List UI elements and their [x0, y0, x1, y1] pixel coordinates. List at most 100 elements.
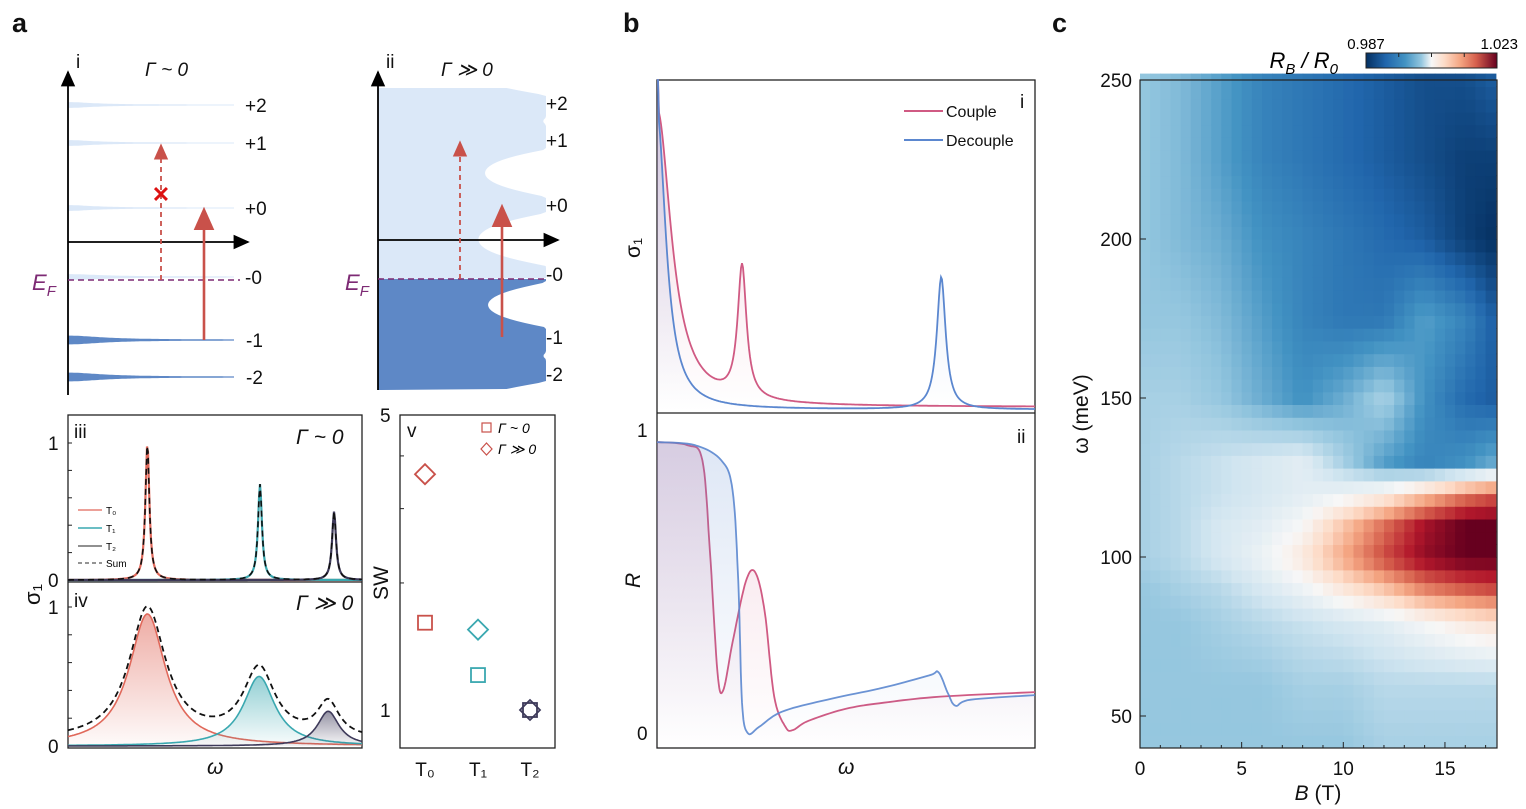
heatmap-cell [1231, 633, 1243, 647]
heatmap-cell [1434, 99, 1446, 113]
panel-label: i [76, 52, 80, 73]
empty-states-area [378, 88, 546, 279]
heatmap-cell [1414, 315, 1426, 329]
heatmap-cell [1272, 506, 1283, 520]
heatmap-cell [1414, 188, 1426, 202]
heatmap-cell [1434, 442, 1446, 456]
heatmap-cell [1312, 86, 1324, 100]
heatmap-cell [1282, 493, 1294, 507]
heatmap-cell [1333, 175, 1344, 189]
heatmap-cell [1150, 582, 1161, 596]
heatmap-cell [1343, 595, 1355, 609]
heatmap-cell [1445, 442, 1456, 456]
heatmap-cell [1201, 417, 1212, 431]
heatmap-cell [1414, 99, 1426, 113]
heatmap-cell [1475, 493, 1487, 507]
heatmap-cell [1150, 429, 1161, 444]
heatmap-cell [1272, 722, 1283, 736]
heatmap-cell [1272, 671, 1283, 685]
heatmap-cell [1384, 658, 1395, 673]
x-tick: T₂ [521, 760, 540, 781]
heatmap-cell [1475, 633, 1487, 647]
heatmap-cell [1373, 111, 1385, 126]
heatmap-cell [1384, 557, 1395, 571]
heatmap-cell [1414, 595, 1426, 609]
heatmap-cell [1180, 302, 1192, 316]
heatmap-cell [1211, 366, 1222, 380]
heatmap-cell [1251, 493, 1263, 507]
heatmap-cell [1465, 518, 1477, 533]
heatmap-cell [1211, 378, 1222, 393]
heatmap-cell [1343, 213, 1355, 227]
heatmap-cell [1180, 429, 1192, 444]
heatmap-cell [1262, 213, 1273, 227]
heatmap-cell [1333, 111, 1344, 126]
heatmap-cell [1323, 468, 1334, 482]
heatmap-cell [1343, 378, 1355, 393]
heatmap-cell [1140, 671, 1151, 685]
heatmap-cell [1231, 264, 1243, 278]
heatmap-cell [1302, 646, 1314, 660]
heatmap-cell [1302, 455, 1314, 469]
heatmap-cell [1211, 391, 1222, 405]
heatmap-cell [1394, 111, 1405, 126]
heatmap-cell [1455, 391, 1466, 405]
level-label: +1 [546, 131, 568, 152]
heatmap-cell [1160, 251, 1172, 266]
heatmap-cell [1180, 86, 1192, 100]
heatmap-cell [1201, 340, 1212, 355]
heatmap-cell [1373, 684, 1385, 698]
heatmap-cell [1353, 468, 1365, 482]
heatmap-cell [1251, 99, 1263, 113]
heatmap-cell [1353, 417, 1365, 431]
heatmap-cell [1434, 582, 1446, 596]
heatmap-cell [1343, 735, 1355, 749]
heatmap-cell [1241, 315, 1253, 329]
heatmap-cell [1414, 277, 1426, 291]
colorbar-max: 1.023 [1480, 36, 1518, 53]
heatmap-cell [1302, 175, 1314, 189]
heatmap-cell [1201, 264, 1212, 278]
heatmap-cell [1333, 544, 1344, 558]
heatmap-cell [1241, 366, 1253, 380]
heatmap-cell [1201, 544, 1212, 558]
heatmap-cell [1272, 480, 1283, 495]
heatmap-cell [1190, 658, 1202, 673]
heatmap-cell [1170, 455, 1182, 469]
heatmap-cell [1262, 340, 1273, 355]
heatmap-cell [1221, 200, 1233, 215]
heatmap-cell [1404, 722, 1416, 736]
heatmap-cell [1231, 175, 1243, 189]
heatmap-cell [1485, 557, 1497, 571]
heatmap-cell [1190, 531, 1202, 545]
heatmap-cell [1312, 531, 1324, 545]
legend-label: T₀ [106, 506, 116, 517]
heatmap-cell [1211, 315, 1222, 329]
heatmap-cell [1272, 188, 1283, 202]
heatmap-cell [1170, 353, 1182, 367]
heatmap-cell [1485, 468, 1497, 482]
heatmap-cell [1282, 366, 1294, 380]
heatmap-cell [1485, 404, 1497, 418]
heatmap-cell [1262, 658, 1273, 673]
heatmap-cell [1384, 239, 1395, 253]
heatmap-cell [1140, 150, 1151, 164]
heatmap-cell [1180, 468, 1192, 482]
heatmap-cell [1323, 251, 1334, 266]
heatmap-cell [1414, 468, 1426, 482]
heatmap-cell [1140, 124, 1151, 138]
heatmap-cell [1180, 378, 1192, 393]
heatmap-cell [1190, 404, 1202, 418]
heatmap-cell [1394, 124, 1405, 138]
heatmap-cell [1414, 633, 1426, 647]
heatmap-cell [1445, 696, 1456, 711]
heatmap-cell [1323, 366, 1334, 380]
heatmap-cell [1170, 188, 1182, 202]
heatmap-cell [1180, 391, 1192, 405]
legend-label: Decouple [946, 133, 1014, 150]
level-label: +0 [546, 196, 568, 217]
heatmap-cell [1343, 722, 1355, 736]
heatmap-cell [1201, 289, 1212, 304]
heatmap-cell [1424, 582, 1436, 596]
heatmap-cell [1475, 595, 1487, 609]
